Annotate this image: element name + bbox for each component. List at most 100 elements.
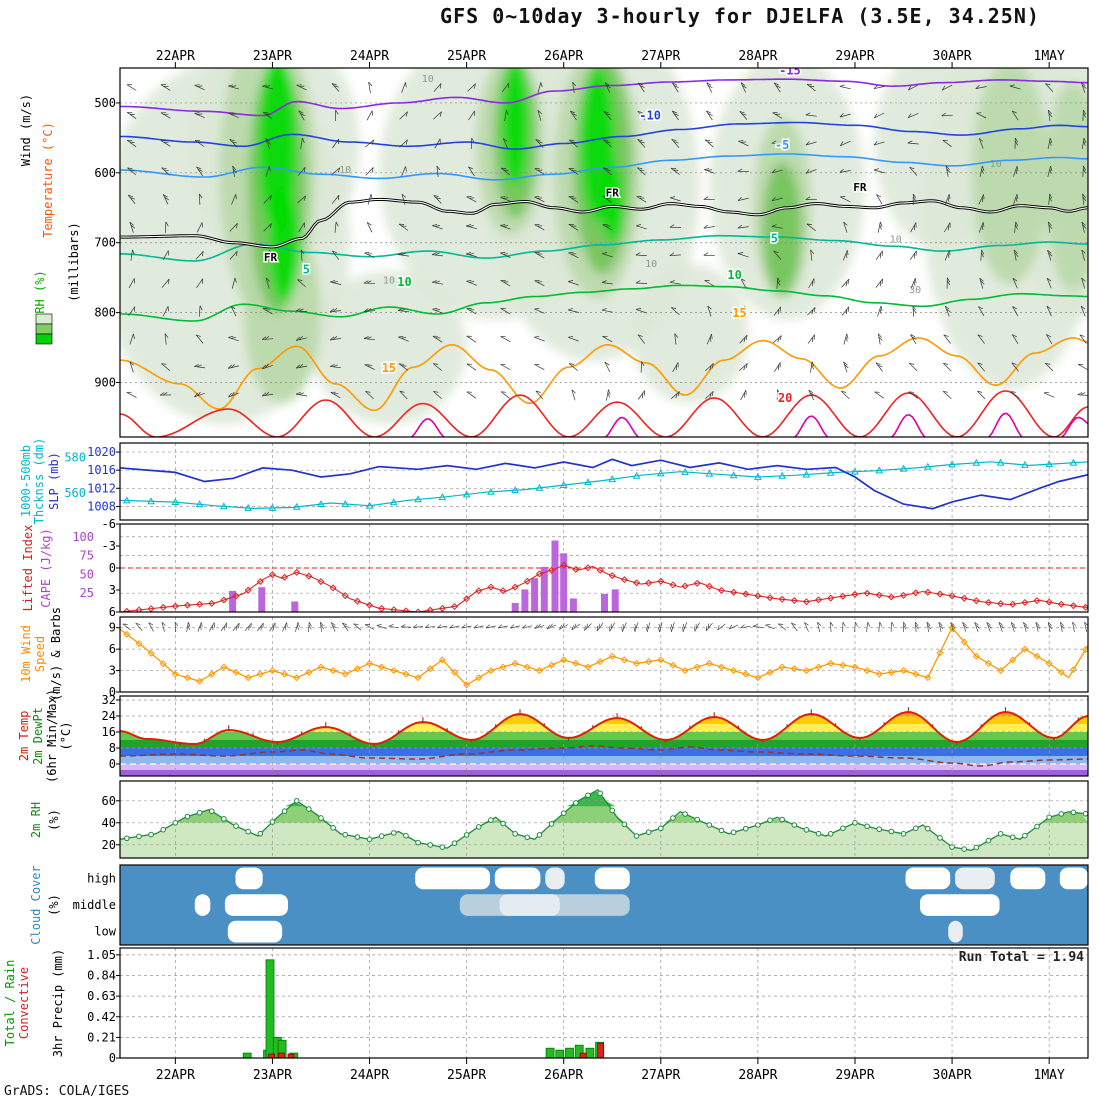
svg-text:6: 6	[109, 642, 116, 656]
svg-text:40: 40	[102, 816, 116, 830]
svg-text:Cloud Cover: Cloud Cover	[29, 865, 43, 944]
svg-text:26APR: 26APR	[544, 49, 583, 64]
panel-slp-thickness	[120, 443, 1088, 520]
svg-text:FR: FR	[853, 181, 867, 194]
svg-text:24APR: 24APR	[350, 49, 389, 64]
svg-text:2m Temp: 2m Temp	[17, 711, 31, 762]
svg-text:10: 10	[990, 159, 1002, 170]
run-total-label: Run Total = 1.94	[958, 950, 1084, 965]
svg-text:-10: -10	[639, 109, 661, 123]
svg-text:30APR: 30APR	[933, 49, 972, 64]
svg-text:3hr Precip (mm): 3hr Precip (mm)	[51, 949, 65, 1057]
svg-text:0: 0	[109, 685, 116, 699]
svg-text:0: 0	[109, 757, 116, 771]
svg-text:1012: 1012	[87, 481, 116, 495]
panel-li-cape	[120, 524, 1088, 612]
svg-text:10: 10	[339, 165, 351, 176]
svg-text:10: 10	[727, 268, 741, 282]
svg-text:15: 15	[732, 306, 746, 320]
svg-text:2m RH: 2m RH	[29, 802, 43, 838]
svg-text:20: 20	[778, 391, 792, 405]
svg-text:3: 3	[109, 583, 116, 597]
svg-text:1020: 1020	[87, 445, 116, 459]
svg-text:560: 560	[64, 486, 86, 500]
svg-text:(%): (%)	[47, 809, 61, 831]
svg-text:Convective: Convective	[17, 967, 31, 1039]
svg-text:22APR: 22APR	[156, 1068, 195, 1083]
svg-text:23APR: 23APR	[253, 1068, 292, 1083]
svg-text:100: 100	[72, 530, 94, 544]
svg-text:6: 6	[109, 605, 116, 619]
svg-text:32: 32	[102, 693, 116, 707]
svg-text:1000-500mb: 1000-500mb	[19, 445, 33, 517]
svg-text:10: 10	[383, 275, 395, 286]
svg-text:Temperature (°C): Temperature (°C)	[41, 122, 55, 238]
svg-text:10: 10	[645, 259, 657, 270]
svg-text:middle: middle	[73, 898, 116, 912]
svg-text:(millibars): (millibars)	[67, 222, 81, 301]
svg-text:50: 50	[80, 567, 94, 581]
svg-text:0: 0	[109, 561, 116, 575]
svg-text:25APR: 25APR	[447, 49, 486, 64]
svg-text:(6hr Min/Max): (6hr Min/Max)	[45, 689, 59, 783]
svg-text:1.05: 1.05	[87, 948, 116, 962]
panel-10m-wind	[120, 617, 1088, 692]
svg-text:2m DewPt: 2m DewPt	[31, 707, 45, 765]
svg-text:Thcknss (dm): Thcknss (dm)	[32, 438, 46, 525]
svg-text:24: 24	[102, 709, 116, 723]
panel-2m-rh	[120, 781, 1088, 858]
svg-text:CAPE (J/kg): CAPE (J/kg)	[39, 528, 53, 607]
svg-text:27APR: 27APR	[641, 49, 680, 64]
svg-text:30APR: 30APR	[933, 1068, 972, 1083]
svg-text:500: 500	[94, 96, 116, 110]
svg-text:24APR: 24APR	[350, 1068, 389, 1083]
svg-text:10m Wind: 10m Wind	[19, 625, 33, 683]
svg-text:0.21: 0.21	[87, 1030, 116, 1044]
svg-text:60: 60	[102, 794, 116, 808]
svg-text:1MAY: 1MAY	[1034, 49, 1065, 64]
svg-text:27APR: 27APR	[641, 1068, 680, 1083]
svg-text:Total / Rain: Total / Rain	[3, 960, 17, 1047]
svg-text:high: high	[87, 871, 116, 885]
svg-text:800: 800	[94, 306, 116, 320]
svg-text:-6: -6	[102, 517, 116, 531]
svg-text:FR: FR	[264, 251, 278, 264]
svg-text:1MAY: 1MAY	[1034, 1068, 1065, 1083]
svg-text:5: 5	[303, 262, 310, 276]
svg-text:0: 0	[109, 1051, 116, 1065]
svg-text:Wind (m/s): Wind (m/s)	[19, 94, 33, 166]
svg-text:0.84: 0.84	[87, 969, 116, 983]
svg-text:15: 15	[382, 361, 396, 375]
svg-text:(%): (%)	[47, 894, 61, 916]
svg-text:SLP (mb): SLP (mb)	[47, 452, 61, 510]
svg-text:3: 3	[109, 664, 116, 678]
svg-text:low: low	[94, 925, 116, 939]
svg-text:25: 25	[80, 586, 94, 600]
credit-text: GrADS: COLA/IGES	[4, 1084, 130, 1099]
svg-text:75: 75	[80, 549, 94, 563]
surface-wind-barbs	[122, 621, 1088, 633]
svg-text:FR: FR	[606, 187, 620, 200]
svg-text:23APR: 23APR	[253, 49, 292, 64]
svg-text:30: 30	[909, 285, 921, 296]
svg-text:29APR: 29APR	[835, 49, 874, 64]
panel-cloud-cover	[120, 865, 1088, 945]
upper-wind-barbs	[126, 81, 1088, 401]
panel-2m-temp	[120, 696, 1088, 776]
svg-text:700: 700	[94, 236, 116, 250]
chart-title: GFS 0~10day 3-hourly for DJELFA (3.5E, 3…	[440, 4, 1040, 28]
svg-text:9: 9	[109, 621, 116, 635]
svg-text:-5: -5	[775, 138, 789, 152]
svg-text:22APR: 22APR	[156, 49, 195, 64]
svg-text:0.42: 0.42	[87, 1010, 116, 1024]
svg-text:26APR: 26APR	[544, 1068, 583, 1083]
svg-text:20: 20	[102, 838, 116, 852]
svg-text:RH (%): RH (%)	[33, 270, 47, 313]
svg-text:10: 10	[397, 275, 411, 289]
svg-text:Lifted Index: Lifted Index	[21, 525, 35, 612]
svg-text:8: 8	[109, 741, 116, 755]
svg-text:1008: 1008	[87, 499, 116, 513]
panel-precip	[120, 948, 1088, 1058]
